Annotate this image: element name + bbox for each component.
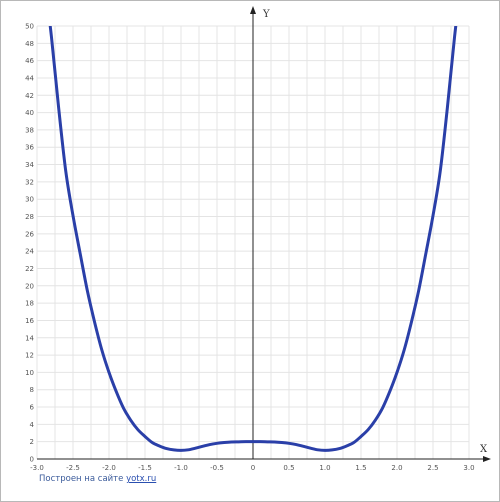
y-tick-label: 28	[25, 213, 34, 221]
x-tick-label: 0	[251, 464, 255, 472]
x-tick-label: -1.0	[174, 464, 188, 472]
series-line	[48, 26, 458, 452]
y-tick-label: 30	[25, 196, 34, 204]
footer-link[interactable]: yotx.ru	[126, 474, 157, 484]
x-axis-arrow	[483, 456, 491, 462]
y-tick-label: 50	[25, 23, 34, 31]
y-tick-label: 8	[30, 386, 34, 394]
x-tick-label: 1.5	[355, 464, 366, 472]
y-axis-arrow	[250, 6, 256, 14]
x-tick-label: 2.0	[391, 464, 402, 472]
tick-labels: -3.0 -2.5 -2.0 -1.5 -1.0 -0.5 0 0.5 1.0 1.5 2.0 2.5…	[25, 23, 474, 473]
y-axis-label: Y	[262, 9, 270, 20]
axes	[37, 6, 491, 462]
y-tick-label: 32	[25, 178, 34, 186]
y-tick-label: 46	[25, 57, 34, 65]
y-tick-label: 24	[25, 248, 34, 256]
y-tick-label: 12	[25, 352, 34, 360]
x-tick-label: -2.0	[102, 464, 116, 472]
x-tick-label: -3.0	[30, 464, 44, 472]
y-tick-label: 48	[25, 40, 34, 48]
x-tick-label: 2.5	[427, 464, 438, 472]
x-tick-label: 3.0	[463, 464, 474, 472]
y-tick-label: 20	[25, 282, 34, 290]
y-tick-label: 4	[30, 421, 35, 429]
x-axis-label: X	[480, 444, 488, 455]
y-tick-label: 38	[25, 126, 34, 134]
y-tick-label: 18	[25, 300, 34, 308]
footer-text: Построен на сайте	[39, 474, 124, 484]
y-tick-label: 42	[25, 92, 34, 100]
series-layer	[48, 26, 458, 452]
y-tick-label: 16	[25, 317, 34, 325]
y-tick-label: 34	[25, 161, 34, 169]
y-tick-label: 36	[25, 144, 34, 152]
y-tick-label: 44	[25, 74, 34, 82]
y-tick-label: 22	[25, 265, 34, 273]
footer-credit: Построен на сайте yotx.ru	[39, 474, 156, 484]
y-tick-label: 0	[30, 456, 34, 464]
x-tick-label: -2.5	[66, 464, 80, 472]
x-tick-label: -1.5	[138, 464, 152, 472]
x-tick-label: -0.5	[210, 464, 224, 472]
y-tick-label: 14	[25, 334, 34, 342]
y-tick-label: 26	[25, 230, 34, 238]
y-tick-label: 10	[25, 369, 34, 377]
y-tick-label: 40	[25, 109, 34, 117]
x-tick-label: 0.5	[283, 464, 294, 472]
y-tick-label: 6	[30, 404, 35, 412]
y-tick-label: 2	[30, 438, 34, 446]
x-tick-label: 1.0	[319, 464, 330, 472]
